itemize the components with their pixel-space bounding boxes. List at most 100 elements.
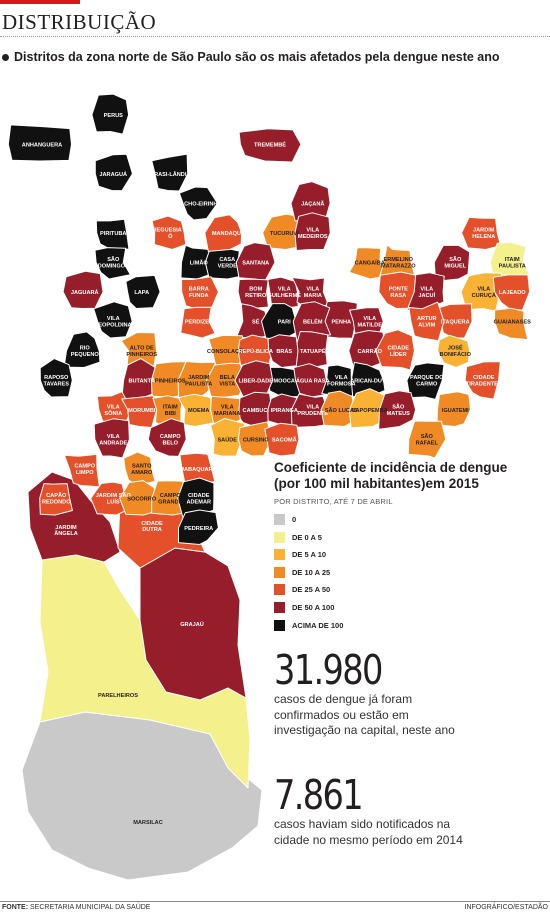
legend-label: DE 10 A 25 <box>292 567 331 577</box>
district-rio-pequeno <box>63 331 101 368</box>
district-freguesia-do-o <box>151 215 187 250</box>
legend-label: ACIMA DE 100 <box>292 620 344 630</box>
district-label-brasi-landia: BRASI-LÂNDIA <box>150 171 190 178</box>
district-label-pinheiros: PINHEIROS <box>155 378 186 384</box>
district-raposo-tavares <box>39 358 73 398</box>
district-cidade-tiradentes <box>464 361 501 400</box>
district-label-sao-domingos: SÃO DOMINGOS <box>98 256 129 269</box>
district-bom-retiro <box>237 278 269 309</box>
district-vila-leopoldina <box>93 301 133 339</box>
district-cursino <box>237 421 272 457</box>
district-label-repu-blica: REPÚ-BLICA <box>239 348 274 355</box>
legend-swatch <box>274 601 285 613</box>
district-label-marsilac: MARSILAC <box>133 820 163 826</box>
district-jardim-paulista <box>177 361 218 400</box>
district-label-vila-jacui: VILA JACUÍ <box>418 287 435 299</box>
district-anhanguera <box>7 124 72 162</box>
district-cacho-eirinha <box>178 186 218 221</box>
district-saude <box>210 418 246 457</box>
legend-swatch <box>274 514 285 525</box>
legend-label: DE 25 A 50 <box>292 585 331 595</box>
legend-swatch <box>274 566 285 578</box>
legend-title: Coeficiente de incidência de dengue (por… <box>274 460 544 492</box>
section-title: DISTRIBUIÇÃO <box>2 10 157 34</box>
district-jaragua <box>94 153 133 192</box>
district-sao-mateus <box>378 390 417 430</box>
district-label-guaianases: GUAIANASES <box>494 319 532 325</box>
district-sao-rafael <box>407 420 447 459</box>
district-label-parelheiros: PARELHEIROS <box>98 693 138 699</box>
district-label-jardim-sao-luis: JARDIM SÃO LUÍS <box>96 492 132 505</box>
district-label-vila-medeiros: VILA MEDEIROS <box>298 228 328 240</box>
legend-label: DE 0 A 5 <box>292 532 322 542</box>
district-label-cidade-lider: CIDADE LÍDER <box>388 346 410 358</box>
footer-credit: INFOGRÁFICO/ESTADÃO <box>464 904 549 911</box>
district-label-cambuci: CAMBUCI <box>243 408 270 414</box>
district-label-vila-curuca: VILA CURUÇÁ <box>472 287 496 299</box>
district-belem <box>292 301 331 341</box>
stat-text: casos haviam sido notificados na cidade … <box>274 817 463 847</box>
district-label-sao-miguel: SÃO MIGUEL <box>444 256 466 269</box>
district-label-penha: PENHA <box>331 319 351 325</box>
district-label-sao-lucas: SÃO LUCAS <box>325 407 358 414</box>
district-label-ipiranga: IPIRANGA <box>271 408 298 414</box>
legend-item-10-25: DE 10 A 25 <box>274 565 544 580</box>
district-label-artur-alvim: ARTUR ALVIM <box>417 316 437 328</box>
legend-swatch <box>274 531 285 543</box>
district-label-pirituba: PIRITUBA <box>100 231 126 237</box>
district-label-bras: BRÁS <box>276 348 292 355</box>
district-label-vila-maria: VILA MARIA <box>304 287 322 299</box>
district-label-vila-leopoldina: VILA LEOPOLDINA <box>95 316 132 328</box>
district-label-carrao: CARRÃO <box>357 348 382 355</box>
district-mandaqui <box>204 214 243 252</box>
district-pirituba <box>95 218 130 250</box>
district-label-alto-de-pinheiros: ALTO DE PINHEIROS <box>126 346 157 358</box>
district-label-mandaqui: MANDAQUI <box>212 231 243 237</box>
footer-source: FONTE: SECRETARIA MUNICIPAL DA SAÚDE <box>2 904 150 911</box>
legend-item-5-10: DE 5 A 10 <box>274 547 544 562</box>
district-label-jose-bonifacio: JOSÉ BONIFÁCIO <box>440 344 472 358</box>
district-sacoma <box>264 422 300 457</box>
legend-item-0: 0 <box>274 512 544 527</box>
subtitle: Distritos da zona norte de São Paulo são… <box>2 50 500 64</box>
district-label-casa-verde: CASA VERDE <box>218 257 238 269</box>
district-label-anhanguera: ANHANGUERA <box>22 142 62 148</box>
legend-item-25-50: DE 25 A 50 <box>274 582 544 597</box>
district-label-cidade-dutra: CIDADE DUTRA <box>141 521 163 533</box>
district-label-campo-grande: CAMPO GRANDE <box>158 493 183 505</box>
legend-note: POR DISTRITO, ATÉ 7 DE ABRIL <box>274 497 393 506</box>
district-label-morumbi: MORUMBI <box>128 408 156 414</box>
district-label-liber-dade: LIBER-DADE <box>239 378 274 384</box>
district-perdizes <box>180 306 216 339</box>
district-vila-andrade <box>93 418 130 459</box>
district-label-vila-formosa: VILA FORMOSA <box>327 375 356 387</box>
legend-swatch <box>274 619 285 631</box>
district-label-ponte-rasa: PONTE RASA <box>389 287 409 299</box>
legend-item-0-5: DE 0 A 5 <box>274 530 544 545</box>
district-label-jabaquara: JABAQUARA <box>181 467 217 473</box>
district-label-vila-sonia: VILA SÔNIA <box>104 405 122 417</box>
district-vila-guilherme <box>267 276 299 309</box>
stat-2014: 7.861 casos haviam sido notificados na c… <box>274 773 474 848</box>
district-label-cidade-ademar: CIDADE ADEMAR <box>186 493 211 505</box>
title-rule <box>0 36 550 37</box>
district-parque-do-carmo <box>406 362 445 400</box>
legend-label: 0 <box>292 515 297 524</box>
district-label-arican-duva: ARICAN-DUVA <box>350 378 389 384</box>
district-pedreira <box>178 509 219 545</box>
district-label-jacana: JAÇANÃ <box>301 200 324 207</box>
legend: Coeficiente de incidência de dengue (por… <box>274 460 544 635</box>
district-brasi-landia <box>151 153 189 192</box>
map-regions <box>7 93 531 881</box>
district-ponte-rasa <box>378 271 417 309</box>
legend-item-50-100: DE 50 A 100 <box>274 600 544 615</box>
district-sao-miguel <box>433 244 471 282</box>
district-label-santo-amaro: SANTO AMARO <box>131 464 153 476</box>
district-lajeado <box>492 274 531 311</box>
legend-swatch <box>274 584 285 596</box>
district-artur-alvim <box>408 301 445 342</box>
district-label-limao: LIMÃO <box>190 259 209 266</box>
stat-number: 7.861 <box>274 771 364 819</box>
district-label-sao-rafael: SÃO RAFAEL <box>416 433 439 446</box>
map-labels: MARSILAC PARELHEIROS GRAJAÚ JARDIM ÂNGELA CID… <box>22 113 531 826</box>
